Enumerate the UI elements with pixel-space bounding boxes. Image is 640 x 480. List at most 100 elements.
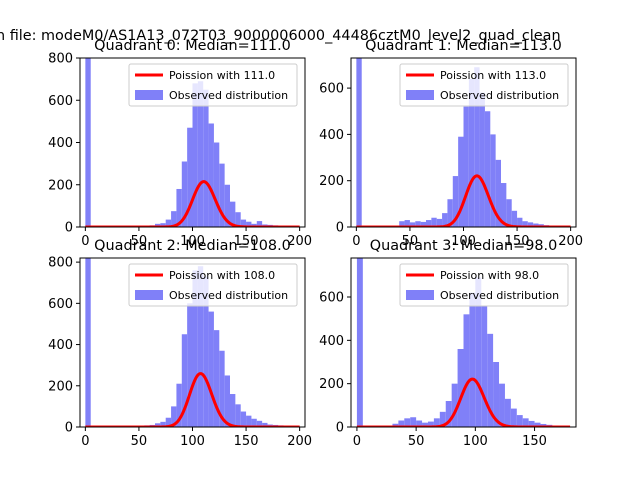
histogram-bar [165, 219, 172, 227]
x-tick-label: 0 [353, 434, 361, 449]
x-tick-label: 100 [180, 234, 205, 249]
y-tick-label: 400 [319, 334, 344, 349]
y-tick-label: 0 [65, 221, 73, 236]
histogram-bar [171, 211, 177, 227]
x-tick-label: 50 [402, 234, 419, 249]
histogram-bar [501, 183, 507, 227]
y-tick-label: 400 [48, 136, 73, 151]
histogram-bar [481, 305, 488, 427]
histogram-bar [203, 89, 209, 227]
histogram-bar [256, 420, 263, 427]
histogram-bar [392, 423, 399, 427]
chart-title: Quadrant 3: Median=98.0 [370, 238, 558, 254]
x-tick-label: 100 [463, 434, 488, 449]
histogram-bar [160, 223, 166, 227]
y-tick-label: 600 [48, 94, 73, 109]
plot-area [84, 258, 301, 427]
histogram-bar [490, 134, 496, 227]
histogram-bar [240, 219, 247, 227]
x-tick-label: 200 [287, 434, 312, 449]
histogram-bar [203, 276, 209, 427]
x-tick-label: 150 [234, 434, 259, 449]
y-tick-label: 0 [65, 421, 73, 436]
histogram-bar [499, 383, 505, 427]
y-tick-label: 200 [48, 178, 73, 193]
histogram-bar [415, 221, 421, 227]
histogram-bar [431, 217, 437, 227]
legend-swatch-observed [406, 90, 434, 100]
legend-swatch-observed [135, 90, 163, 100]
y-tick-label: 0 [336, 221, 344, 236]
histogram-bar [479, 92, 485, 227]
histogram-bar [219, 350, 225, 427]
histogram-bar [256, 221, 263, 227]
histogram-bar [511, 210, 518, 227]
x-tick-label: 150 [234, 234, 259, 249]
histogram-bar [522, 418, 529, 427]
y-tick-label: 200 [319, 174, 344, 189]
histogram-bar [224, 375, 230, 427]
y-tick-label: 400 [319, 128, 344, 143]
histogram-bar [540, 423, 547, 427]
histogram-bar [484, 111, 491, 227]
y-tick-label: 600 [48, 297, 73, 312]
x-tick-label: 200 [287, 234, 312, 249]
histogram-bar [399, 221, 405, 227]
histogram-bar [235, 404, 241, 427]
histogram-bar [517, 217, 523, 227]
histogram-bar [246, 221, 252, 227]
histogram-bar [208, 123, 214, 227]
histogram-bar [240, 411, 247, 427]
x-tick-label: 0 [81, 234, 89, 249]
y-tick-label: 800 [48, 52, 73, 67]
histogram-bar [197, 266, 204, 427]
histogram-bar [85, 258, 91, 427]
histogram-bar [504, 398, 511, 427]
histogram-bar [404, 220, 410, 227]
histogram-bar [457, 349, 464, 427]
histogram-bar [433, 418, 440, 427]
histogram-bar [176, 383, 182, 427]
legend-label-observed: Observed distribution [169, 89, 288, 102]
histogram-bar [176, 188, 182, 227]
histogram-bar [187, 303, 193, 427]
histogram-bar [181, 161, 188, 227]
histogram-bar [495, 159, 501, 227]
histogram-bar [251, 223, 257, 227]
histogram-bar [192, 270, 198, 427]
histogram-bar [451, 383, 458, 427]
chart-panel-1: 0 50 100 150 200 0 200 400 600 Quadrant 1: Median… [319, 38, 583, 249]
histogram-bar [506, 199, 512, 227]
chart-title: Quadrant 0: Median=111.0 [94, 38, 291, 54]
histogram-bar [474, 67, 480, 227]
legend-label-observed: Observed distribution [440, 289, 559, 302]
histogram-bar [522, 221, 528, 227]
histogram-bar [155, 423, 161, 427]
histogram-bar [356, 258, 363, 427]
histogram-bar [422, 422, 428, 427]
histogram-bar [468, 78, 475, 227]
chart-panel-2: 0 50 100 150 200 0 200 400 600 800 Quadrant 2: Med… [48, 238, 312, 449]
histogram-bar [533, 223, 539, 227]
histogram-bar [181, 334, 188, 427]
histogram-bar [85, 58, 91, 227]
legend-label-poisson: Poission with 108.0 [169, 269, 275, 282]
histogram-bar [475, 277, 482, 427]
x-tick-label: 0 [81, 434, 89, 449]
histogram-bar [487, 333, 494, 427]
histogram-bar [155, 223, 161, 227]
legend-label-poisson: Poission with 98.0 [440, 269, 539, 282]
histogram-bar [251, 418, 257, 427]
histogram-bar [463, 314, 470, 427]
histogram-bar [463, 106, 469, 227]
x-tick-label: 150 [505, 234, 530, 249]
histogram-bar [469, 292, 476, 427]
histogram-bar [527, 222, 534, 227]
y-tick-label: 0 [336, 421, 344, 436]
histogram-bar [213, 142, 220, 227]
histogram-bar [171, 406, 177, 427]
chart-panel-3: 0 50 100 150 0 200 400 600 Quadrant 3: Median=98… [319, 238, 577, 449]
histogram-bar [235, 212, 241, 227]
legend-label-observed: Observed distribution [440, 89, 559, 102]
